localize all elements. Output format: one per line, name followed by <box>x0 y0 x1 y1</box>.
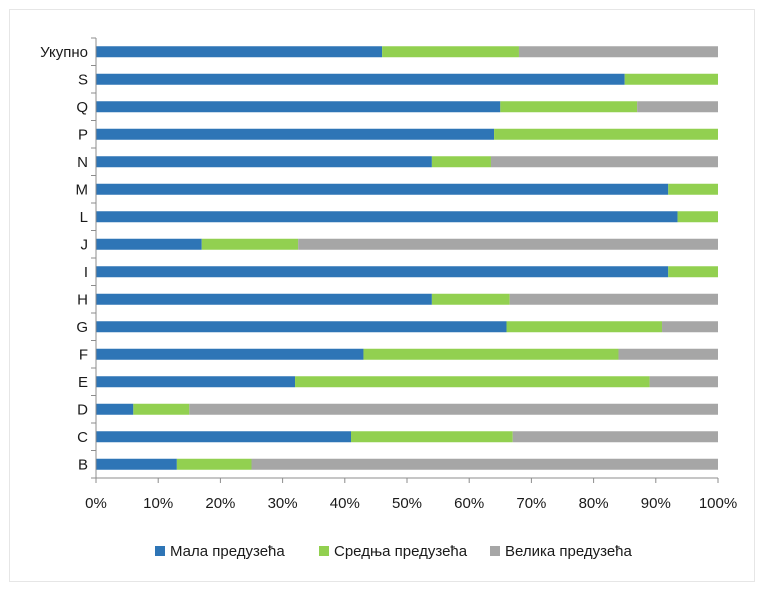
bar-segment-1-13 <box>96 403 134 415</box>
y-tick-label: M <box>76 181 89 198</box>
legend-swatch-3 <box>490 546 500 556</box>
y-tick-label: C <box>77 429 88 446</box>
bar-segment-1-11 <box>96 348 364 360</box>
x-tick-label: 60% <box>454 495 484 512</box>
x-tick-label: 80% <box>579 495 609 512</box>
bar-segment-2-5 <box>668 183 718 195</box>
legend-label-1: Мала предузећа <box>170 543 285 560</box>
bar-segment-1-9 <box>96 293 432 305</box>
x-tick-label: 50% <box>392 495 422 512</box>
y-tick-label: H <box>77 291 88 308</box>
bar-segment-3-15 <box>251 458 718 470</box>
bar-segment-2-0 <box>382 46 519 58</box>
bar-segment-2-2 <box>500 101 638 113</box>
bar-segment-1-8 <box>96 266 669 278</box>
bar-segment-1-5 <box>96 183 669 195</box>
y-tick-label: P <box>78 126 88 143</box>
x-tick-label: 0% <box>85 495 107 512</box>
y-tick-label: Q <box>76 99 88 116</box>
bar-segment-1-4 <box>96 156 432 168</box>
x-tick-label: 40% <box>330 495 360 512</box>
y-tick-label: B <box>78 456 88 473</box>
bar-segment-1-1 <box>96 73 625 85</box>
y-tick-label: J <box>81 236 89 253</box>
bar-segment-2-6 <box>677 211 718 223</box>
bar-segment-2-8 <box>668 266 718 278</box>
bar-segment-3-13 <box>189 403 719 415</box>
x-tick-label: 70% <box>516 495 546 512</box>
x-tick-label: 30% <box>268 495 298 512</box>
bar-segment-1-0 <box>96 46 383 58</box>
bar-segment-2-7 <box>201 238 299 250</box>
bar-segment-1-12 <box>96 376 296 388</box>
legend-label-3: Велика предузећа <box>505 543 633 560</box>
x-tick-label: 10% <box>143 495 173 512</box>
bar-segment-2-4 <box>431 156 491 168</box>
x-tick-label: 100% <box>699 495 737 512</box>
bar-segment-1-6 <box>96 211 678 223</box>
bar-segment-1-3 <box>96 128 495 140</box>
bar-segment-3-10 <box>662 321 718 333</box>
bar-segment-1-7 <box>96 238 202 250</box>
bar-segment-2-9 <box>431 293 510 305</box>
bar-segment-3-7 <box>298 238 718 250</box>
y-tick-label: N <box>77 154 88 171</box>
bar-segment-2-14 <box>351 431 513 443</box>
bar-segment-3-14 <box>512 431 718 443</box>
legend-swatch-2 <box>319 546 329 556</box>
x-tick-label: 20% <box>205 495 235 512</box>
y-tick-label: I <box>84 264 88 281</box>
bar-segment-1-10 <box>96 321 507 333</box>
bar-segment-2-3 <box>494 128 718 140</box>
bar-segment-2-10 <box>506 321 663 333</box>
y-tick-label: L <box>80 209 88 226</box>
y-tick-label: F <box>79 346 88 363</box>
bar-segment-2-12 <box>295 376 650 388</box>
bar-segment-2-11 <box>363 348 619 360</box>
bar-segment-1-15 <box>96 458 177 470</box>
x-tick-label: 90% <box>641 495 671 512</box>
bar-segment-3-2 <box>637 101 718 113</box>
bar-segment-1-14 <box>96 431 352 443</box>
legend-label-2: Средња предузећа <box>334 543 468 560</box>
y-tick-label: E <box>78 374 88 391</box>
bar-segment-3-4 <box>490 156 718 168</box>
legend-swatch-1 <box>155 546 165 556</box>
bar-segment-1-2 <box>96 101 501 113</box>
bar-segment-2-13 <box>133 403 190 415</box>
y-tick-label: Укупно <box>40 44 88 61</box>
bar-segment-2-1 <box>624 73 718 85</box>
y-tick-label: D <box>77 401 88 418</box>
y-tick-label: G <box>76 319 88 336</box>
y-tick-label: S <box>78 71 88 88</box>
bar-segment-3-12 <box>649 376 718 388</box>
bar-segment-3-0 <box>518 46 718 58</box>
bar-segment-3-11 <box>618 348 718 360</box>
bar-segment-3-9 <box>509 293 718 305</box>
bar-segment-2-15 <box>176 458 252 470</box>
